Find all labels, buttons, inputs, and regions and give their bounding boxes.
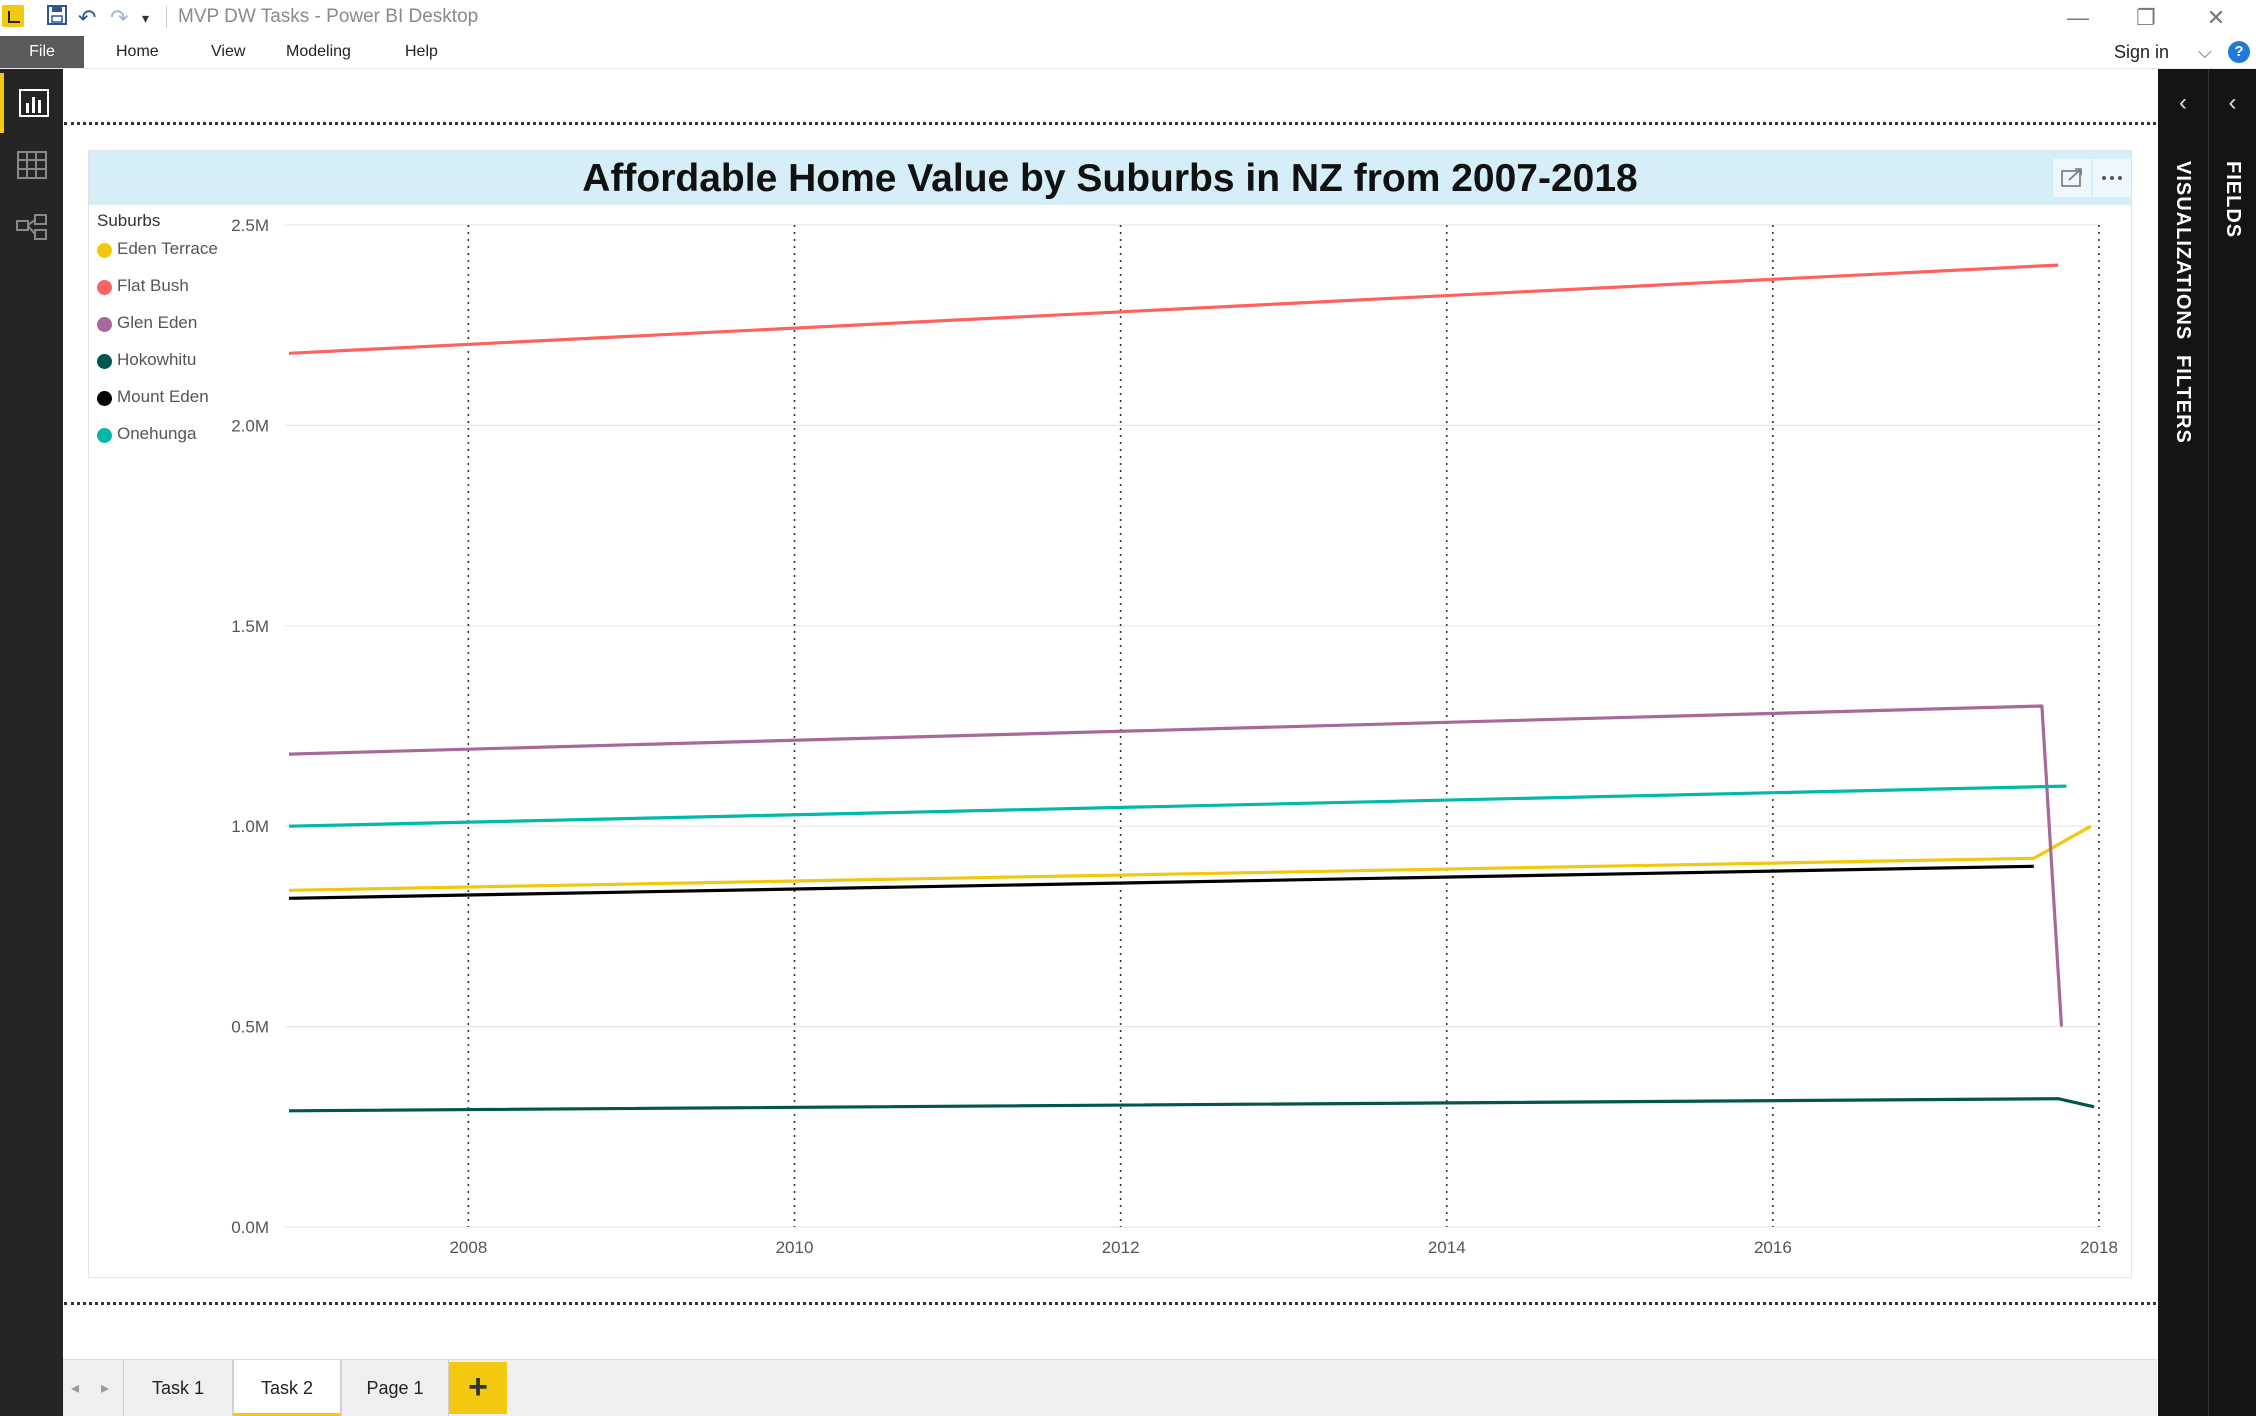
title-divider bbox=[166, 6, 167, 28]
scroll-left-icon[interactable]: ◂ bbox=[71, 1380, 80, 1397]
report-view-icon[interactable] bbox=[0, 73, 63, 133]
page-boundary-top bbox=[64, 122, 2156, 125]
ribbon-menu: File Home View Modeling Help Sign in ⌵ ? bbox=[0, 36, 2256, 69]
filters-pane-label[interactable]: FILTERS bbox=[2172, 355, 2194, 444]
fields-pane: ‹ FIELDS bbox=[2208, 69, 2256, 1416]
fields-pane-label[interactable]: FIELDS bbox=[2222, 161, 2244, 239]
view-switcher bbox=[0, 69, 63, 1416]
legend-marker-icon bbox=[97, 317, 112, 332]
visual-header bbox=[89, 151, 2131, 205]
chart-plot: 0.0M 0.5M 1.0M 1.5M 2.0M 2.5M 2008 2010 2012 2014… bbox=[231, 216, 2118, 1257]
x-tick-label: 2018 bbox=[2080, 1238, 2118, 1257]
model-view-icon[interactable] bbox=[0, 197, 63, 257]
series-line-hokowhitu bbox=[288, 1097, 2095, 1113]
save-icon[interactable] bbox=[46, 4, 68, 33]
y-tick-label: 2.5M bbox=[231, 216, 269, 235]
y-tick-label: 1.5M bbox=[231, 617, 269, 636]
customize-toolbar-icon[interactable]: ▾ bbox=[142, 10, 150, 26]
menu-view[interactable]: View bbox=[211, 43, 246, 60]
x-tick-label: 2012 bbox=[1102, 1238, 1140, 1257]
title-bar: ↶ ↷ ▾ MVP DW Tasks - Power BI Desktop — … bbox=[0, 0, 2256, 36]
legend-item[interactable]: Eden Terrace bbox=[97, 237, 227, 274]
legend-marker-icon bbox=[97, 280, 112, 295]
legend-item[interactable]: Mount Eden bbox=[97, 385, 227, 422]
y-tick-label: 0.0M bbox=[231, 1218, 269, 1237]
legend-item[interactable]: Flat Bush bbox=[97, 274, 227, 311]
more-options-icon[interactable] bbox=[2093, 159, 2131, 197]
y-tick-label: 2.0M bbox=[231, 416, 269, 435]
legend-title: Suburbs bbox=[97, 211, 161, 230]
legend-marker-icon bbox=[97, 243, 112, 258]
legend-label: Eden Terrace bbox=[117, 239, 218, 258]
legend-label: Onehunga bbox=[117, 424, 197, 443]
page-tab-task-2[interactable]: Task 2 bbox=[233, 1360, 341, 1416]
file-menu[interactable]: File bbox=[0, 36, 84, 68]
page-boundary-bottom bbox=[64, 1302, 2156, 1305]
page-tab-bar: ◂ ▸ Task 1 Task 2 Page 1 + bbox=[63, 1359, 2157, 1416]
data-view-icon[interactable] bbox=[0, 135, 63, 195]
legend-label: Flat Bush bbox=[117, 276, 189, 295]
x-tick-label: 2014 bbox=[1428, 1238, 1466, 1257]
line-chart-visual[interactable]: Affordable Home Value by Suburbs in NZ f… bbox=[88, 150, 2132, 1278]
help-icon[interactable]: ? bbox=[2228, 41, 2250, 63]
x-tick-label: 2010 bbox=[776, 1238, 814, 1257]
ribbon-expand-icon[interactable]: ⌵ bbox=[2198, 42, 2212, 62]
close-button[interactable]: ✕ bbox=[2206, 5, 2226, 30]
series-line-glen-eden bbox=[288, 704, 2064, 1027]
menu-modeling[interactable]: Modeling bbox=[286, 43, 351, 60]
add-page-button[interactable]: + bbox=[449, 1362, 507, 1414]
undo-icon[interactable]: ↶ bbox=[78, 5, 97, 30]
legend-item[interactable]: Onehunga bbox=[97, 422, 227, 459]
chart-title: Affordable Home Value by Suburbs in NZ f… bbox=[582, 157, 1638, 200]
menu-help[interactable]: Help bbox=[405, 43, 438, 60]
legend-label: Glen Eden bbox=[117, 313, 198, 332]
x-tick-label: 2008 bbox=[449, 1238, 487, 1257]
chart-legend: Suburbs Eden Terrace Flat Bush Glen Eden Ho… bbox=[97, 211, 227, 459]
menu-home[interactable]: Home bbox=[116, 43, 159, 60]
legend-marker-icon bbox=[97, 391, 112, 406]
legend-label: Hokowhitu bbox=[117, 350, 197, 369]
redo-icon[interactable]: ↷ bbox=[110, 5, 129, 30]
y-tick-label: 1.0M bbox=[231, 817, 269, 836]
series-line-mount-eden bbox=[288, 864, 2034, 900]
sign-in-link[interactable]: Sign in bbox=[2114, 42, 2170, 62]
legend-marker-icon bbox=[97, 428, 112, 443]
legend-item[interactable]: Hokowhitu bbox=[97, 348, 227, 385]
window-title: MVP DW Tasks - Power BI Desktop bbox=[178, 6, 479, 27]
y-tick-label: 0.5M bbox=[231, 1018, 269, 1037]
page-tab-task-1[interactable]: Task 1 bbox=[123, 1360, 233, 1416]
visualizations-filters-pane: ‹ VISUALIZATIONS FILTERS bbox=[2158, 69, 2208, 1416]
legend-marker-icon bbox=[97, 354, 112, 369]
x-tick-label: 2016 bbox=[1754, 1238, 1792, 1257]
expand-visualizations-icon[interactable]: ‹ bbox=[2179, 89, 2187, 116]
legend-item[interactable]: Glen Eden bbox=[97, 311, 227, 348]
series-line-flat-bush bbox=[288, 263, 2059, 355]
restore-button[interactable]: ❐ bbox=[2136, 5, 2156, 30]
series-line-onehunga bbox=[288, 784, 2067, 828]
expand-fields-icon[interactable]: ‹ bbox=[2228, 89, 2237, 116]
focus-mode-icon[interactable] bbox=[2053, 159, 2091, 197]
legend-label: Mount Eden bbox=[117, 387, 209, 406]
scroll-right-icon[interactable]: ▸ bbox=[101, 1380, 110, 1397]
page-tab-page-1[interactable]: Page 1 bbox=[341, 1360, 449, 1416]
visualizations-pane-label[interactable]: VISUALIZATIONS bbox=[2172, 161, 2194, 341]
power-bi-logo-icon bbox=[2, 5, 24, 27]
series-line-eden-terrace bbox=[288, 824, 2092, 892]
minimize-button[interactable]: — bbox=[2067, 5, 2089, 30]
